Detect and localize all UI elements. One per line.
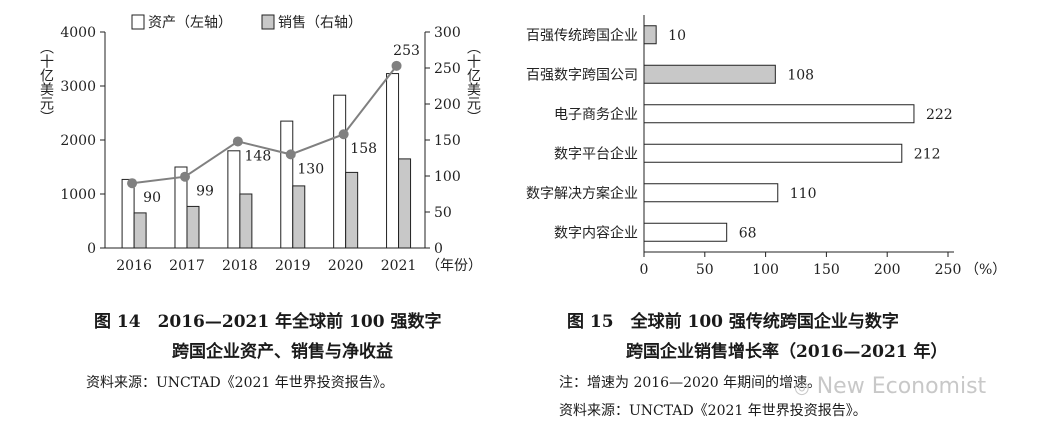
net-income-point	[179, 171, 190, 182]
figure15-caption-line2: 跨国企业销售增长率（2016—2021 年）	[626, 342, 948, 362]
category-label: 数字平台企业	[554, 145, 638, 162]
category-label: 百强传统跨国企业	[526, 27, 638, 44]
left-tick-label: 0	[87, 241, 96, 257]
figure15-caption-line1: 图 15 全球前 100 强传统跨国企业与数字	[567, 312, 899, 332]
right-tick-label: 250	[434, 61, 461, 77]
right-tick-label: 0	[434, 241, 443, 257]
x-tick-label: 50	[696, 262, 714, 278]
value-label: 222	[926, 107, 953, 123]
x-tick-label: 150	[813, 262, 840, 278]
bar-sales	[345, 171, 359, 249]
net-income-label: 90	[143, 190, 161, 206]
net-income-point	[127, 178, 138, 189]
bar-assets	[121, 178, 135, 249]
category-label: 电子商务企业	[554, 106, 638, 123]
net-income-point	[338, 129, 349, 140]
value-label: 68	[739, 225, 757, 241]
net-income-point	[285, 149, 296, 160]
chart-assets-sales: 资产（左轴） 销售（右轴） （十亿美元） （十亿美元） 010002000300…	[38, 14, 482, 274]
watermark-text: New Economist	[816, 374, 987, 399]
net-income-line	[131, 65, 398, 185]
growth-bar	[643, 143, 903, 163]
bar-sales	[398, 158, 412, 249]
x-tick-label: 2017	[169, 258, 205, 274]
growth-bar	[643, 183, 779, 203]
chart-sales-growth: 百强传统跨国企业 10 百强数字跨国公司 108 电子商务企业 222 数字平台企业 212 数…	[526, 15, 1006, 278]
x-tick-label: 100	[752, 262, 779, 278]
net-income-label: 253	[393, 43, 420, 59]
legend-swatch-assets	[131, 14, 145, 30]
bar-assets	[227, 150, 241, 249]
right-tick-label: 300	[434, 25, 461, 41]
bar-sales	[239, 193, 253, 249]
x-axis-unit: （%）	[965, 262, 1006, 278]
bar-sales	[133, 212, 147, 249]
category-label: 百强数字跨国公司	[526, 67, 638, 83]
legend: 资产（左轴） 销售（右轴）	[131, 14, 362, 31]
right-tick-label: 200	[434, 97, 461, 113]
x-axis-unit: （年份）	[426, 258, 482, 274]
figure14-caption-line1: 图 14 2016—2021 年全球前 100 强数字	[94, 312, 442, 332]
value-label: 108	[787, 67, 814, 83]
watermark: ◎ New Economist	[794, 374, 986, 399]
figure15-source: 资料来源：UNCTAD《2021 年世界投资报告》。	[559, 403, 867, 419]
growth-bar	[643, 64, 776, 84]
bar-assets	[386, 73, 400, 249]
x-tick-label: 250	[935, 262, 962, 278]
bar-sales	[292, 185, 306, 249]
left-tick-label: 1000	[60, 187, 96, 203]
figure14-caption-line2: 跨国企业资产、销售与净收益	[172, 342, 393, 362]
right-axis-title: （十亿美元）	[465, 40, 481, 124]
right-tick-label: 150	[434, 133, 461, 149]
x-tick-label: 0	[640, 262, 649, 278]
x-tick-label: 2020	[328, 258, 364, 274]
value-label: 110	[790, 186, 817, 202]
bar-sales	[186, 205, 200, 249]
net-income-label: 148	[245, 148, 272, 164]
category-label: 数字内容企业	[554, 224, 638, 241]
value-label: 10	[668, 28, 686, 44]
net-income-label: 99	[196, 184, 214, 200]
net-income-point	[391, 60, 402, 71]
bar-assets	[333, 94, 347, 249]
legend-label-sales: 销售（右轴）	[278, 15, 362, 31]
x-tick-label: 2019	[275, 258, 311, 274]
value-label: 212	[914, 146, 941, 162]
left-tick-label: 2000	[60, 133, 96, 149]
left-tick-label: 3000	[60, 79, 96, 95]
net-income-label: 130	[297, 161, 324, 177]
right-tick-label: 100	[434, 169, 461, 185]
x-tick-label: 2018	[222, 258, 258, 274]
growth-bar	[643, 222, 728, 242]
net-income-point	[232, 136, 243, 147]
legend-label-assets: 资产（左轴）	[148, 15, 232, 31]
left-axis-title: （十亿美元）	[38, 40, 54, 124]
x-tick-label: 200	[874, 262, 901, 278]
net-income-label: 158	[350, 141, 377, 157]
figure14-source: 资料来源：UNCTAD《2021 年世界投资报告》。	[86, 375, 394, 391]
x-tick-label: 2021	[381, 258, 417, 274]
left-tick-label: 4000	[60, 25, 96, 41]
figure15-note: 注：增速为 2016—2020 年期间的增速。	[559, 375, 822, 391]
right-tick-label: 50	[434, 205, 452, 221]
growth-bar	[643, 25, 657, 45]
growth-bar	[643, 104, 915, 124]
legend-swatch-sales	[261, 14, 275, 30]
x-tick-label: 2016	[116, 258, 152, 274]
bar-assets	[280, 120, 294, 249]
category-label: 数字解决方案企业	[526, 185, 638, 202]
wechat-logo-icon: ◎	[794, 377, 810, 398]
